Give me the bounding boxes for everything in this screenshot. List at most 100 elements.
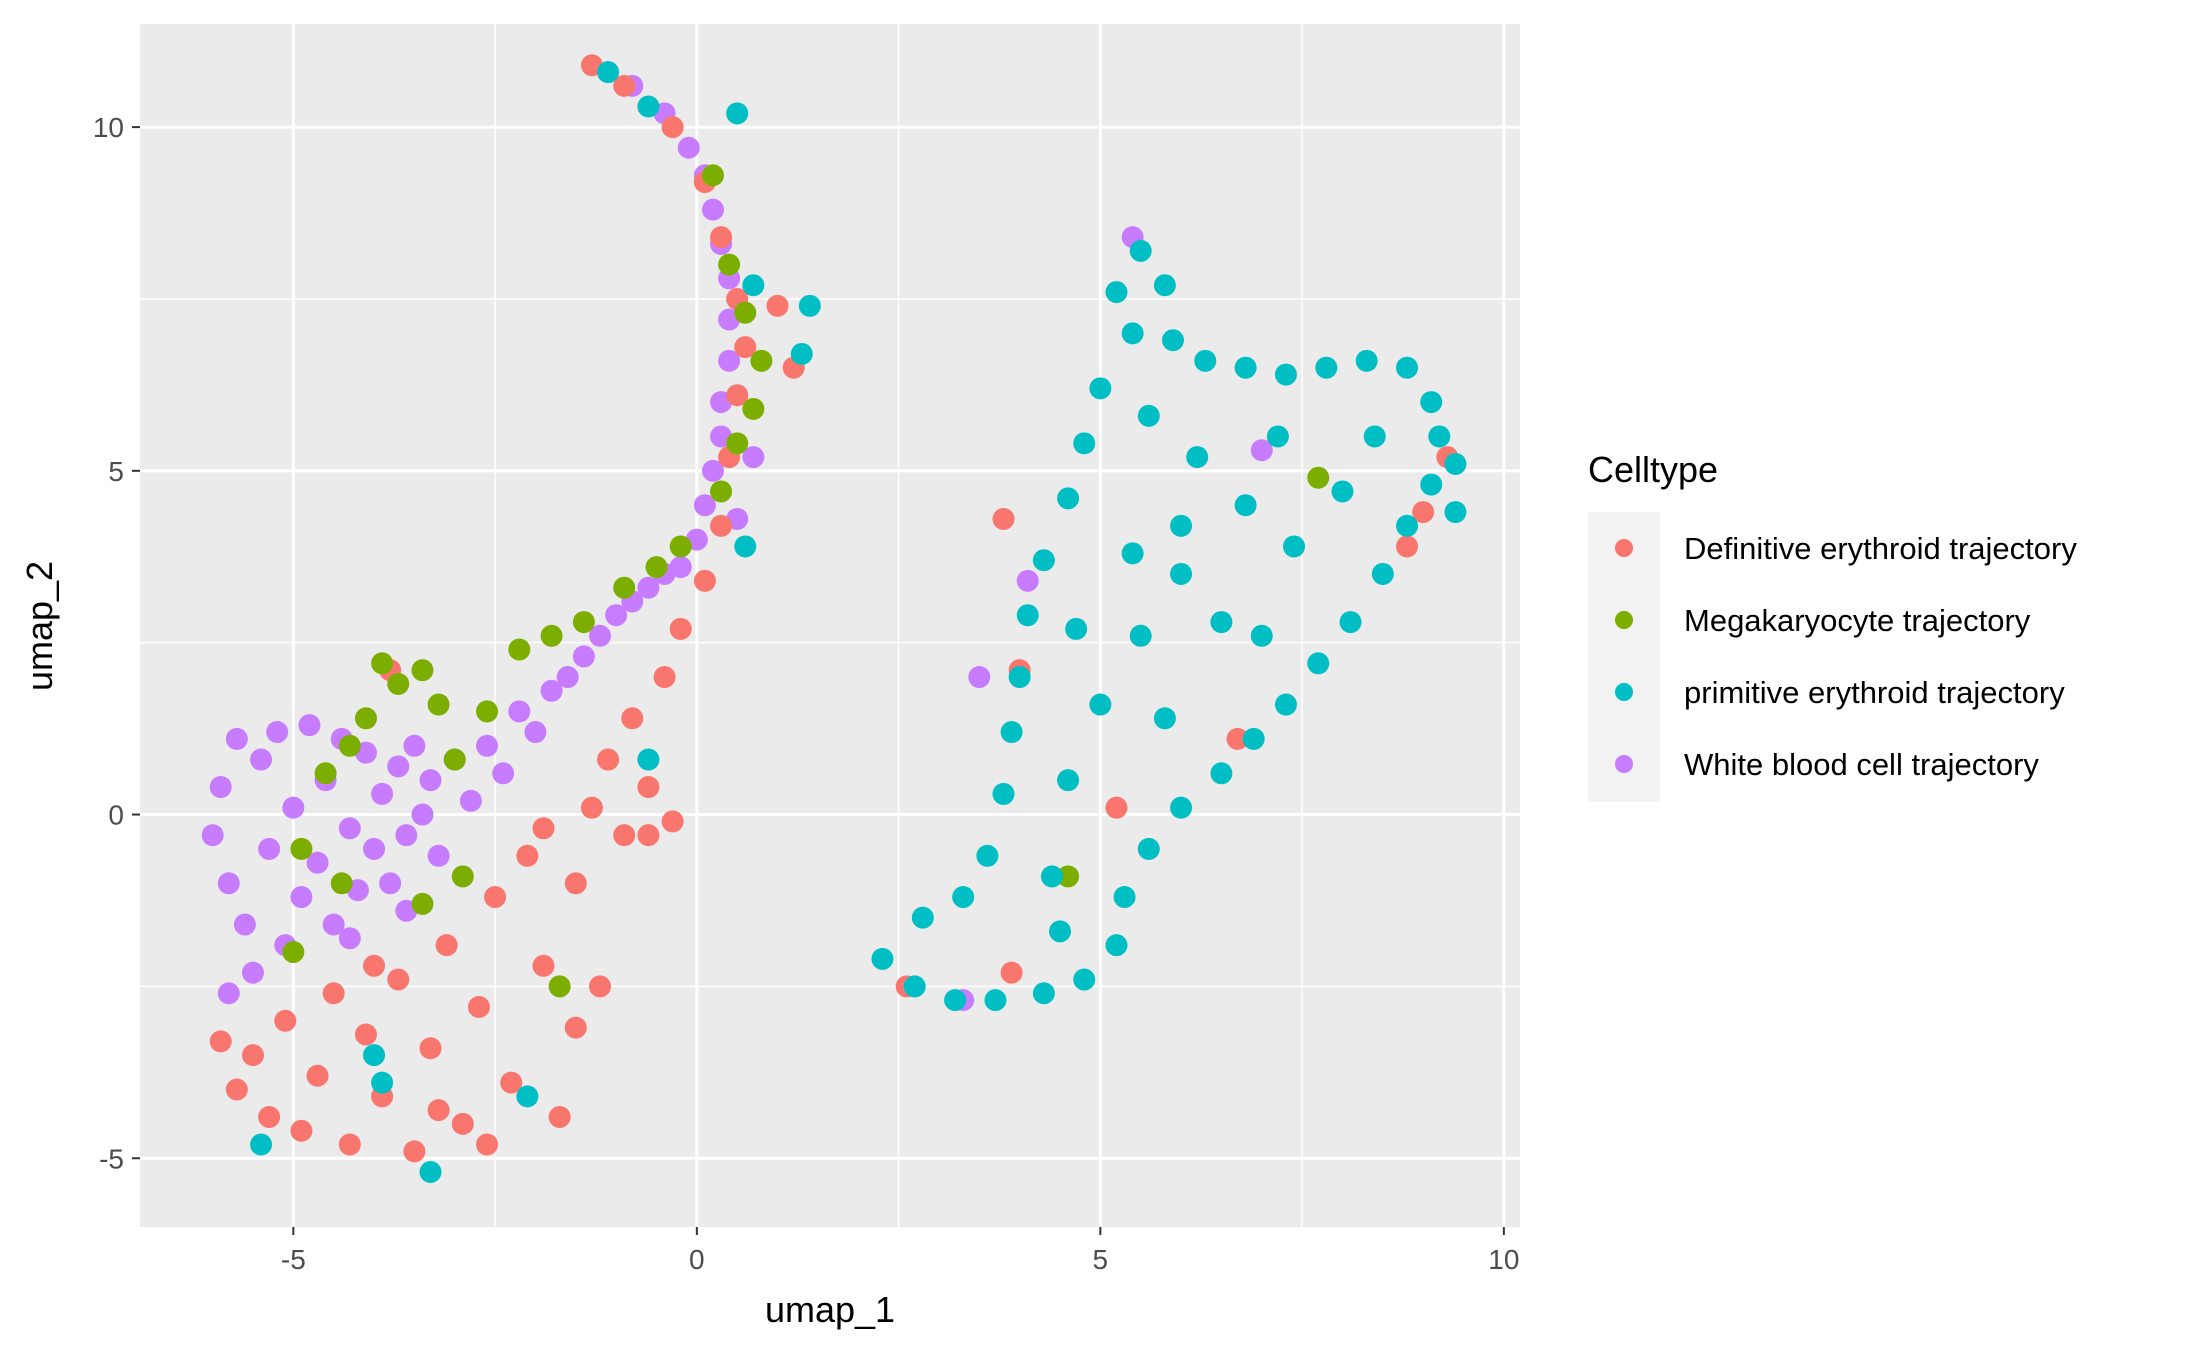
point-primitive-erythroid-trajectory [1210,762,1233,785]
point-primitive-erythroid-trajectory [1129,624,1152,647]
point-megakaryocyte-trajectory [726,432,749,455]
point-primitive-erythroid-trajectory [1170,514,1193,537]
point-definitive-erythroid-trajectory [734,336,757,359]
point-megakaryocyte-trajectory [701,164,724,187]
point-white-blood-cell-trajectory [306,851,329,874]
point-megakaryocyte-trajectory [282,941,305,964]
point-megakaryocyte-trajectory [750,349,773,372]
legend-key-background [1588,512,1660,802]
point-definitive-erythroid-trajectory [710,226,733,249]
point-definitive-erythroid-trajectory [516,844,539,867]
point-megakaryocyte-trajectory [411,659,434,682]
point-megakaryocyte-trajectory [387,672,410,695]
point-definitive-erythroid-trajectory [427,1099,450,1122]
point-primitive-erythroid-trajectory [1137,404,1160,427]
point-definitive-erythroid-trajectory [354,1023,377,1046]
point-definitive-erythroid-trajectory [669,617,692,640]
point-definitive-erythroid-trajectory [589,975,611,998]
point-primitive-erythroid-trajectory [250,1133,273,1156]
point-primitive-erythroid-trajectory [1129,239,1152,262]
point-definitive-erythroid-trajectory [209,1030,232,1053]
point-primitive-erythroid-trajectory [1170,562,1193,585]
point-white-blood-cell-trajectory [403,734,426,757]
point-primitive-erythroid-trajectory [952,886,975,909]
point-megakaryocyte-trajectory [548,975,571,998]
point-definitive-erythroid-trajectory [338,1133,361,1156]
point-primitive-erythroid-trajectory [1339,611,1362,634]
point-white-blood-cell-trajectory [338,817,361,840]
point-definitive-erythroid-trajectory [597,748,620,771]
point-primitive-erythroid-trajectory [1420,391,1443,414]
point-definitive-erythroid-trajectory [290,1119,313,1142]
point-primitive-erythroid-trajectory [1234,494,1257,517]
point-megakaryocyte-trajectory [669,535,692,558]
point-white-blood-cell-trajectory [395,824,418,847]
point-primitive-erythroid-trajectory [1274,363,1297,386]
point-definitive-erythroid-trajectory [613,74,636,97]
point-definitive-erythroid-trajectory [621,707,644,730]
y-tick-label: 0 [108,800,124,831]
grid-major [140,24,1520,1227]
point-white-blood-cell-trajectory [968,666,991,689]
point-white-blood-cell-trajectory [290,886,313,909]
y-tick-label: 10 [93,112,124,143]
y-axis: -5 0 5 10 [93,112,140,1174]
point-primitive-erythroid-trajectory [1089,377,1112,400]
point-megakaryocyte-trajectory [742,397,765,420]
point-primitive-erythroid-trajectory [944,989,967,1012]
point-definitive-erythroid-trajectory [322,982,345,1005]
point-white-blood-cell-trajectory [217,872,240,895]
point-primitive-erythroid-trajectory [1242,727,1265,750]
point-definitive-erythroid-trajectory [661,810,684,833]
point-definitive-erythroid-trajectory [1226,727,1249,750]
point-primitive-erythroid-trajectory [1057,769,1080,792]
point-white-blood-cell-trajectory [492,762,515,785]
point-white-blood-cell-trajectory [363,837,386,860]
point-primitive-erythroid-trajectory [798,294,821,317]
point-definitive-erythroid-trajectory [419,1037,442,1060]
point-primitive-erythroid-trajectory [1049,920,1071,943]
point-primitive-erythroid-trajectory [1105,281,1128,304]
point-megakaryocyte-trajectory [338,734,361,757]
legend-key [1615,755,1633,773]
point-primitive-erythroid-trajectory [911,906,934,929]
point-primitive-erythroid-trajectory [1266,425,1289,448]
point-primitive-erythroid-trajectory [1355,349,1378,372]
x-tick-label: -5 [281,1244,306,1275]
point-megakaryocyte-trajectory [330,872,353,895]
point-white-blood-cell-trajectory [217,982,240,1005]
point-primitive-erythroid-trajectory [1113,886,1136,909]
point-definitive-erythroid-trajectory [403,1140,426,1163]
point-definitive-erythroid-trajectory [435,934,458,957]
point-definitive-erythroid-trajectory [726,384,749,407]
point-primitive-erythroid-trajectory [1121,322,1144,345]
point-white-blood-cell-trajectory [266,721,289,744]
point-white-blood-cell-trajectory [387,755,410,778]
point-definitive-erythroid-trajectory [1105,796,1128,819]
point-white-blood-cell-trajectory [701,459,724,482]
x-axis-title: umap_1 [765,1289,895,1330]
point-primitive-erythroid-trajectory [1065,617,1088,640]
point-definitive-erythroid-trajectory [564,1016,587,1039]
point-white-blood-cell-trajectory [693,494,716,517]
legend-title: Celltype [1588,449,1718,490]
point-white-blood-cell-trajectory [508,700,531,723]
point-primitive-erythroid-trajectory [1008,666,1031,689]
point-white-blood-cell-trajectory [540,679,563,702]
point-primitive-erythroid-trajectory [1121,542,1144,565]
point-primitive-erythroid-trajectory [1250,624,1273,647]
point-white-blood-cell-trajectory [322,913,345,936]
point-primitive-erythroid-trajectory [363,1044,386,1067]
point-primitive-erythroid-trajectory [1073,968,1096,991]
point-primitive-erythroid-trajectory [1420,473,1443,496]
point-primitive-erythroid-trajectory [1073,432,1096,455]
point-megakaryocyte-trajectory [371,652,394,675]
point-white-blood-cell-trajectory [742,446,765,469]
point-white-blood-cell-trajectory [637,576,660,599]
point-definitive-erythroid-trajectory [710,514,733,537]
point-white-blood-cell-trajectory [718,349,741,372]
point-megakaryocyte-trajectory [1307,466,1330,489]
legend-key [1615,683,1633,701]
legend-label: primitive erythroid trajectory [1684,675,2065,710]
